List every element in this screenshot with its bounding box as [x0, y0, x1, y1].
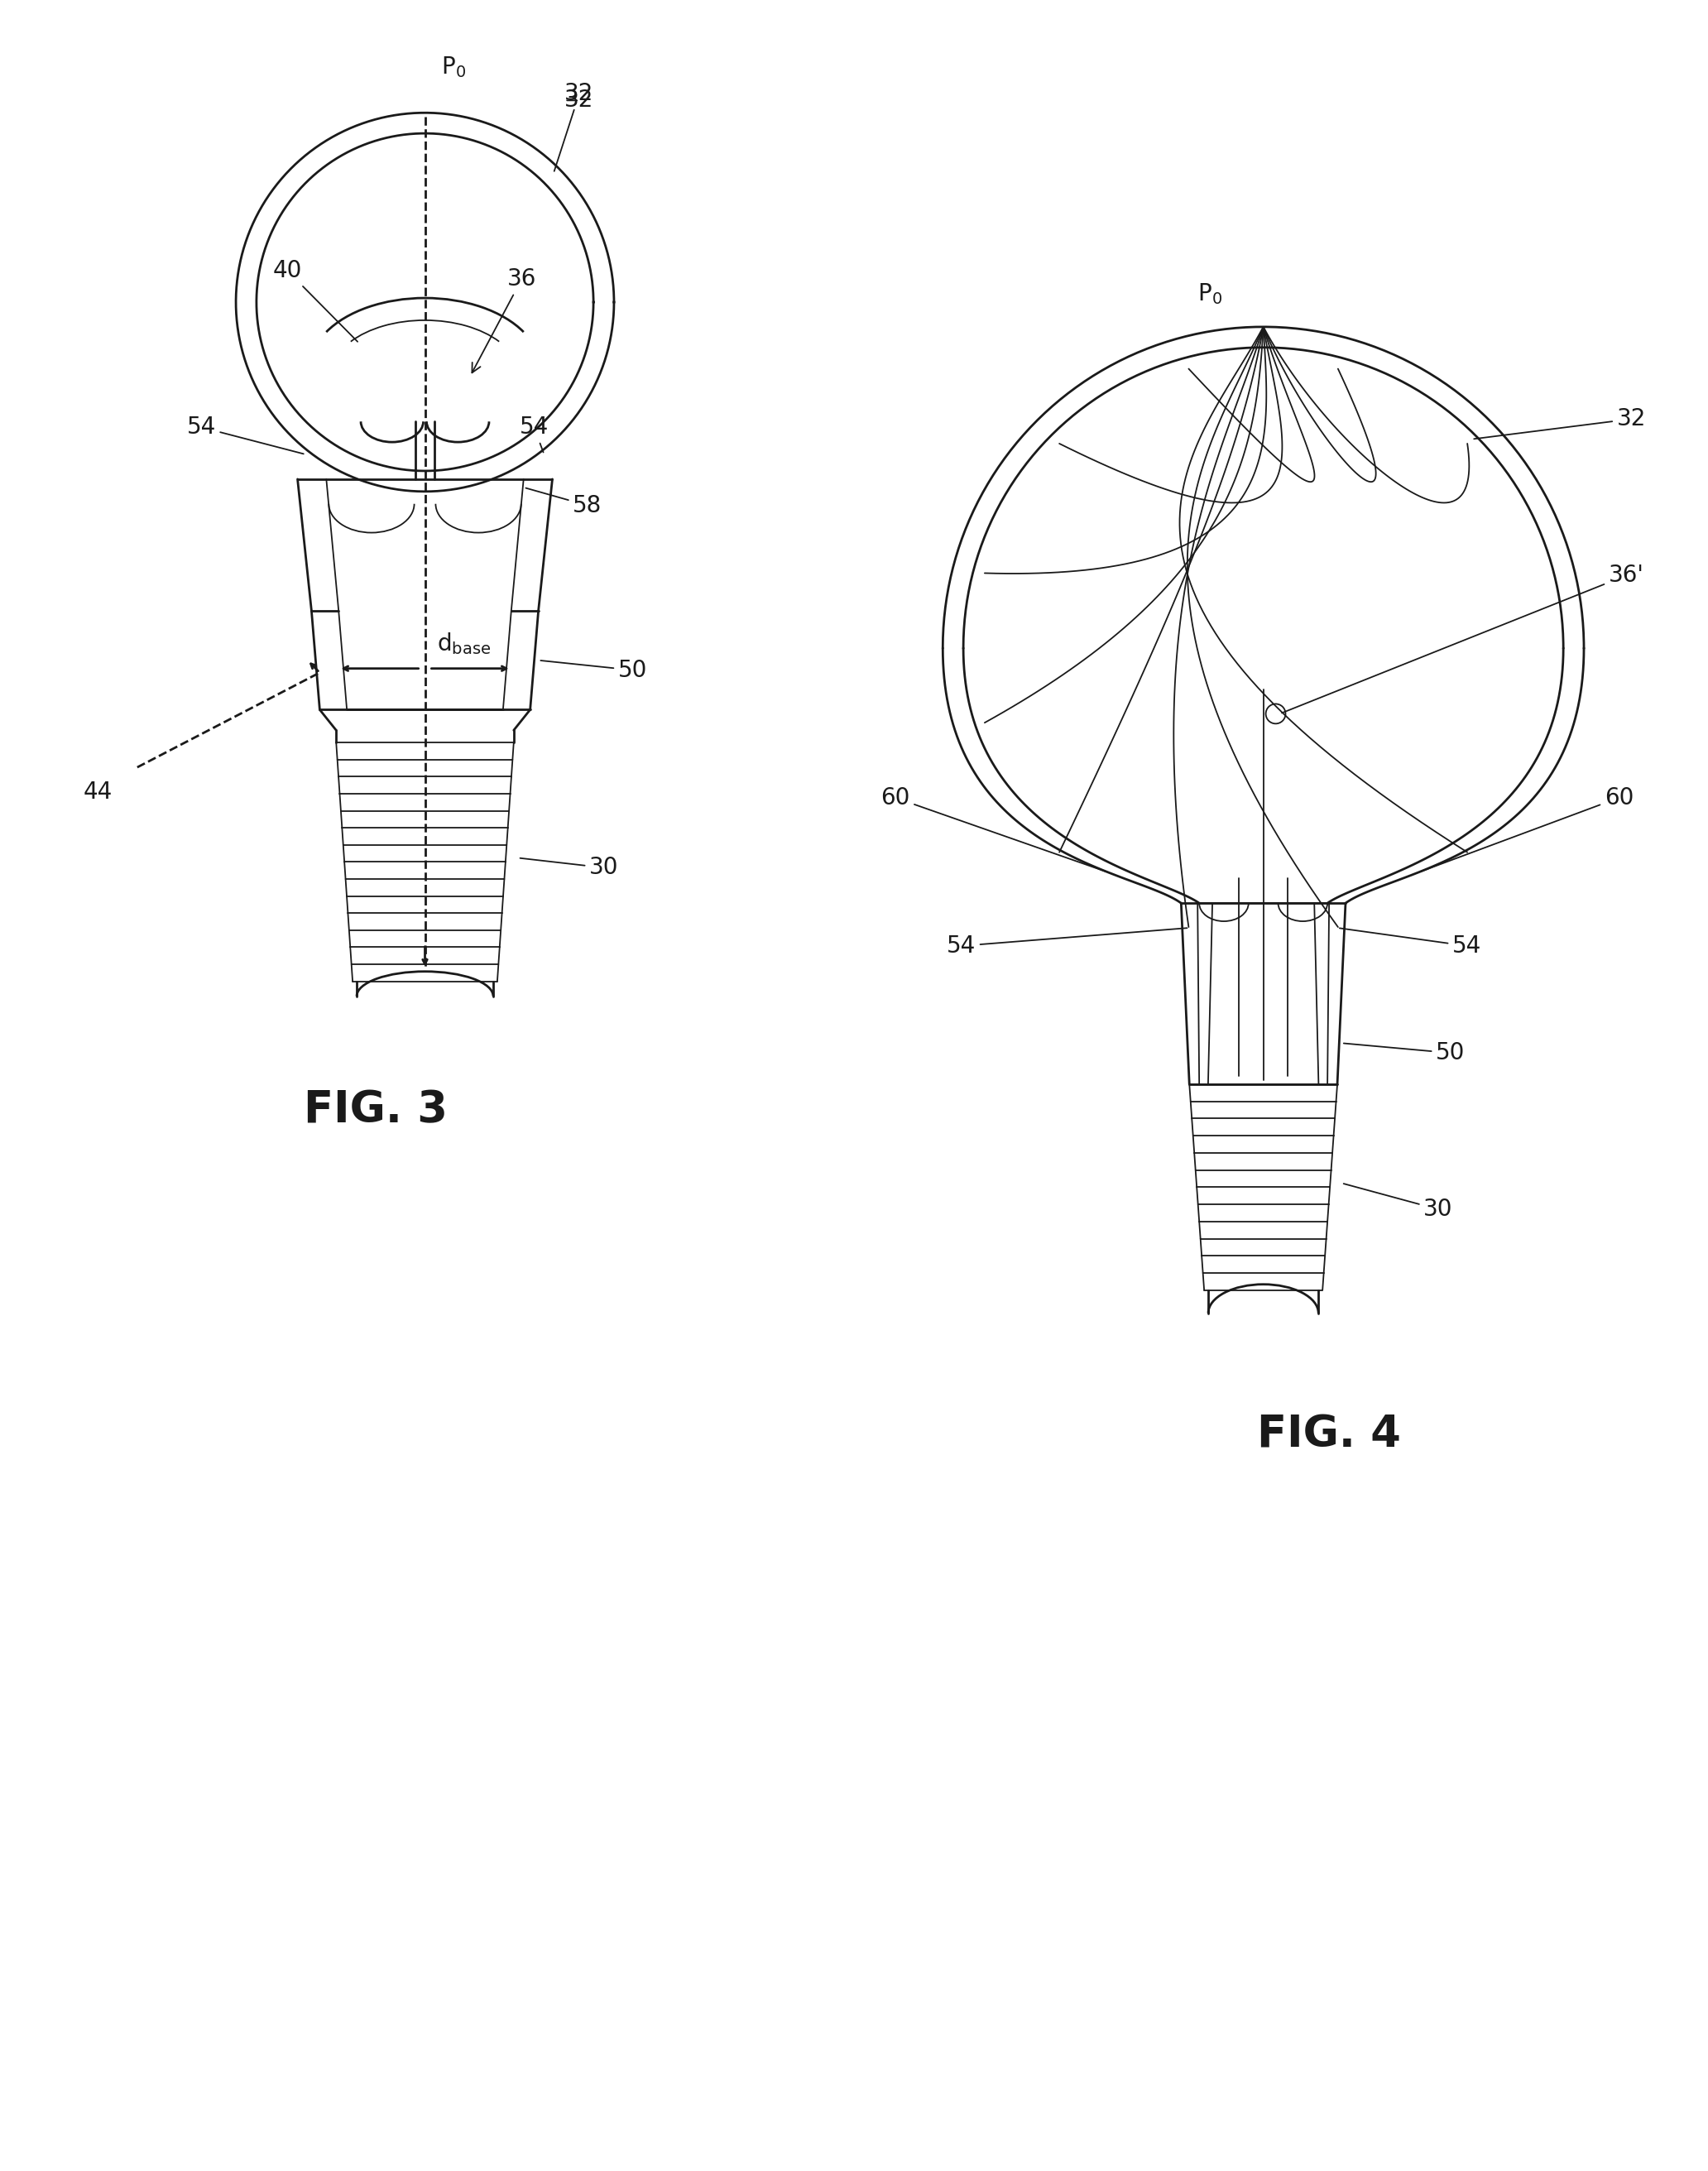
Text: 36': 36': [1283, 564, 1645, 712]
Text: 54: 54: [946, 927, 1187, 957]
Text: 60: 60: [1421, 786, 1635, 873]
Text: 30: 30: [1344, 1183, 1454, 1220]
Text: 30: 30: [521, 855, 618, 879]
Text: P$_0$: P$_0$: [441, 54, 466, 80]
Text: 44: 44: [84, 779, 113, 803]
Text: 54: 54: [519, 415, 548, 452]
Text: 32: 32: [565, 89, 594, 113]
Text: 36: 36: [471, 267, 536, 373]
Text: 54: 54: [186, 415, 304, 454]
Text: 54: 54: [1339, 929, 1481, 957]
Text: FIG. 3: FIG. 3: [304, 1088, 447, 1131]
Text: d$_{\rm base}$: d$_{\rm base}$: [437, 630, 492, 656]
Text: 58: 58: [526, 488, 601, 517]
Text: 50: 50: [541, 658, 647, 682]
Text: P$_0$: P$_0$: [1197, 282, 1223, 306]
Text: 32: 32: [553, 82, 594, 172]
Text: FIG. 4: FIG. 4: [1257, 1413, 1401, 1457]
Text: 32: 32: [1474, 408, 1647, 439]
Text: 50: 50: [1344, 1042, 1465, 1064]
Text: 40: 40: [273, 258, 357, 341]
Text: 60: 60: [881, 786, 1107, 873]
